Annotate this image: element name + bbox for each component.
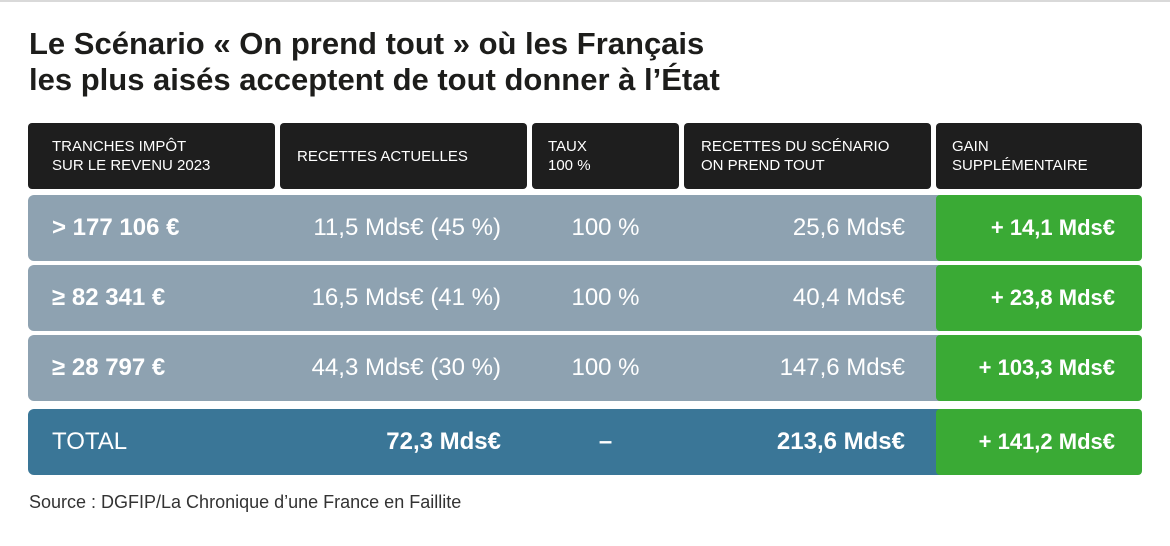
table-row: > 177 106 € 11,5 Mds€ (45 %) 100 % 25,6 … xyxy=(28,195,1142,261)
total-recettes-scenario: 213,6 Mds€ xyxy=(776,428,905,455)
table-total-row: TOTAL 72,3 Mds€ – 213,6 Mds€ + 141,2 Mds… xyxy=(28,409,1142,475)
total-taux: – xyxy=(598,428,613,455)
header-recettes-scenario: RECETTES DU SCÉNARIO ON PREND TOUT xyxy=(684,123,931,189)
header-taux: TAUX 100 % xyxy=(532,123,679,189)
total-gain: + 141,2 Mds€ xyxy=(936,409,1142,475)
total-recettes-actuelles: 72,3 Mds€ xyxy=(386,428,501,455)
header-taux-label: TAUX 100 % xyxy=(548,138,591,174)
table-header: TRANCHES IMPÔT SUR LE REVENU 2023 RECETT… xyxy=(28,123,1142,189)
table-row: ≥ 28 797 € 44,3 Mds€ (30 %) 100 % 147,6 … xyxy=(28,335,1142,401)
cell-recettes-actuelles: 44,3 Mds€ (30 %) xyxy=(311,354,501,381)
cell-taux: 100 % xyxy=(571,284,640,311)
header-recettes-scenario-label: RECETTES DU SCÉNARIO ON PREND TOUT xyxy=(701,138,890,174)
cell-recettes-actuelles: 16,5 Mds€ (41 %) xyxy=(311,284,501,311)
header-recettes-actuelles-label: RECETTES ACTUELLES xyxy=(297,147,468,165)
page-title: Le Scénario « On prend tout » où les Fra… xyxy=(29,26,1129,98)
source-note: Source : DGFIP/La Chronique d’une France… xyxy=(29,492,462,512)
cell-tranche: ≥ 28 797 € xyxy=(52,354,166,381)
total-label: TOTAL xyxy=(52,428,128,455)
cell-gain: + 14,1 Mds€ xyxy=(936,195,1142,261)
cell-recettes-scenario: 40,4 Mds€ xyxy=(792,284,905,311)
cell-taux: 100 % xyxy=(571,214,640,241)
cell-tranche: > 177 106 € xyxy=(52,214,180,241)
cell-taux: 100 % xyxy=(571,354,640,381)
top-divider xyxy=(0,0,1170,2)
cell-gain: + 103,3 Mds€ xyxy=(936,335,1142,401)
header-tranches: TRANCHES IMPÔT SUR LE REVENU 2023 xyxy=(28,123,275,189)
table-row: ≥ 82 341 € 16,5 Mds€ (41 %) 100 % 40,4 M… xyxy=(28,265,1142,331)
cell-recettes-scenario: 25,6 Mds€ xyxy=(792,214,905,241)
cell-gain: + 23,8 Mds€ xyxy=(936,265,1142,331)
header-tranches-label: TRANCHES IMPÔT SUR LE REVENU 2023 xyxy=(52,138,211,174)
cell-recettes-scenario: 147,6 Mds€ xyxy=(779,354,905,381)
header-gain-label: GAIN SUPPLÉMENTAIRE xyxy=(952,138,1088,174)
cell-recettes-actuelles: 11,5 Mds€ (45 %) xyxy=(313,214,501,241)
title-line-2: les plus aisés acceptent de tout donner … xyxy=(29,62,720,97)
header-gain: GAIN SUPPLÉMENTAIRE xyxy=(936,123,1142,189)
title-line-1: Le Scénario « On prend tout » où les Fra… xyxy=(29,26,705,61)
cell-tranche: ≥ 82 341 € xyxy=(52,284,166,311)
header-recettes-actuelles: RECETTES ACTUELLES xyxy=(280,123,527,189)
